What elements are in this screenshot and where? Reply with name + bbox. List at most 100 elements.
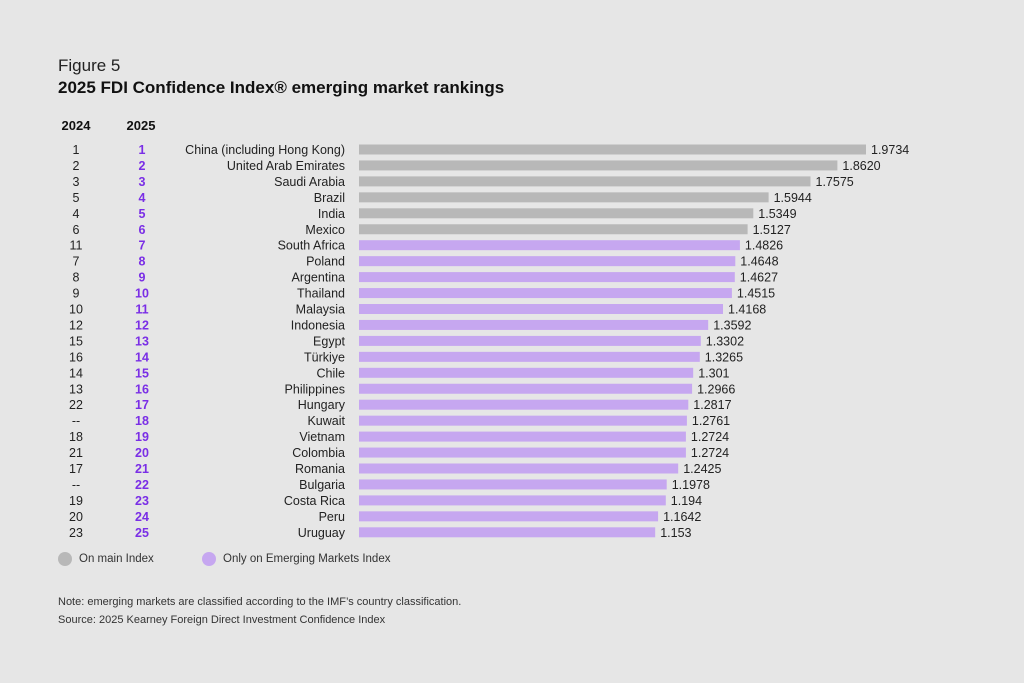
rank-2024-label: 5 (73, 191, 80, 205)
rank-2024-label: 11 (70, 239, 83, 253)
bar (359, 272, 735, 283)
rank-2025-label: 9 (139, 271, 146, 285)
bar (359, 192, 769, 203)
rank-2025-label: 18 (135, 414, 149, 428)
value-label: 1.4515 (737, 287, 775, 301)
rank-2024-label: 22 (69, 398, 83, 412)
value-label: 1.3265 (705, 350, 743, 364)
bar (359, 527, 656, 538)
bar (359, 399, 689, 410)
bar (359, 208, 754, 219)
value-label: 1.2966 (697, 382, 735, 396)
rank-2024-label: -- (72, 414, 80, 428)
country-label: Chile (317, 366, 346, 380)
country-label: Romania (295, 462, 345, 476)
country-label: Egypt (313, 334, 345, 348)
country-label: South Africa (278, 239, 345, 253)
country-label: Costa Rica (284, 494, 345, 508)
rank-2024-label: 3 (73, 175, 80, 189)
legend-main-swatch (58, 552, 72, 566)
rank-2025-label: 11 (135, 303, 148, 317)
country-label: Peru (319, 510, 345, 524)
bar (359, 463, 679, 474)
bar (359, 367, 694, 378)
rank-2025-label: 7 (139, 239, 146, 253)
value-label: 1.2761 (692, 414, 730, 428)
rank-2024-label: 9 (73, 287, 80, 301)
bar (359, 351, 700, 362)
rank-2024-label: 21 (69, 446, 83, 460)
bar (359, 447, 686, 458)
country-label: Brazil (314, 191, 345, 205)
figure-label: Figure 5 (58, 56, 121, 75)
rank-2025-label: 1 (139, 143, 146, 157)
rank-2025-label: 23 (135, 494, 149, 508)
value-label: 1.2817 (693, 398, 731, 412)
rank-2024-label: 19 (69, 494, 83, 508)
country-label: Argentina (291, 271, 345, 285)
rank-2025-label: 2 (139, 159, 146, 173)
rank-2025-label: 5 (139, 207, 146, 221)
value-label: 1.2724 (691, 446, 729, 460)
bar (359, 383, 693, 394)
value-label: 1.7575 (816, 175, 854, 189)
rank-2024-label: 16 (69, 350, 83, 364)
value-label: 1.1978 (672, 478, 710, 492)
country-label: Colombia (292, 446, 345, 460)
country-label: United Arab Emirates (227, 159, 345, 173)
value-label: 1.194 (671, 494, 702, 508)
rank-2025-label: 20 (135, 446, 149, 460)
value-label: 1.5944 (774, 191, 812, 205)
rank-2024-label: 2 (73, 159, 80, 173)
country-label: Thailand (297, 287, 345, 301)
rank-2024-label: 4 (73, 207, 80, 221)
rank-2024-label: 18 (69, 430, 83, 444)
value-label: 1.5349 (758, 207, 796, 221)
rank-2024-label: 6 (73, 223, 80, 237)
value-label: 1.4648 (740, 255, 778, 269)
country-label: Uruguay (298, 526, 346, 540)
country-label: Hungary (298, 398, 346, 412)
bar (359, 256, 736, 267)
rank-2025-label: 22 (135, 478, 149, 492)
legend-emerging: Only on Emerging Markets Index (202, 552, 390, 566)
legend-main-label: On main Index (79, 553, 154, 565)
rank-2024-label: 20 (69, 510, 83, 524)
rank-2024-label: 15 (69, 334, 83, 348)
value-label: 1.1642 (663, 510, 701, 524)
value-label: 1.4826 (745, 239, 783, 253)
rank-2025-label: 21 (135, 462, 149, 476)
value-label: 1.9734 (871, 143, 909, 157)
value-label: 1.5127 (753, 223, 791, 237)
rank-2024-label: 17 (69, 462, 83, 476)
rank-2024-label: 14 (69, 366, 83, 380)
bar (359, 415, 687, 426)
bar (359, 495, 666, 506)
bar (359, 160, 838, 171)
header-2025: 2025 (127, 118, 156, 133)
value-label: 1.4627 (740, 271, 778, 285)
country-label: Malaysia (296, 303, 345, 317)
rank-2024-label: 8 (73, 271, 80, 285)
value-label: 1.3302 (706, 334, 744, 348)
country-label: Philippines (285, 382, 345, 396)
country-label: Bulgaria (299, 478, 345, 492)
value-label: 1.3592 (713, 318, 751, 332)
bar (359, 144, 866, 155)
bar (359, 431, 686, 442)
legend-main: On main Index (58, 552, 154, 566)
header-2024: 2024 (62, 118, 92, 133)
legend-emerging-swatch (202, 552, 216, 566)
rank-2025-label: 17 (135, 398, 149, 412)
country-label: Saudi Arabia (274, 175, 345, 189)
country-label: India (318, 207, 345, 221)
rank-2025-label: 14 (135, 350, 149, 364)
bar (359, 304, 723, 314)
rank-2025-label: 4 (139, 191, 146, 205)
footnote: Note: emerging markets are classified ac… (58, 596, 462, 608)
value-label: 1.153 (660, 526, 691, 540)
source-line: Source: 2025 Kearney Foreign Direct Inve… (58, 614, 386, 626)
bar (359, 240, 740, 251)
